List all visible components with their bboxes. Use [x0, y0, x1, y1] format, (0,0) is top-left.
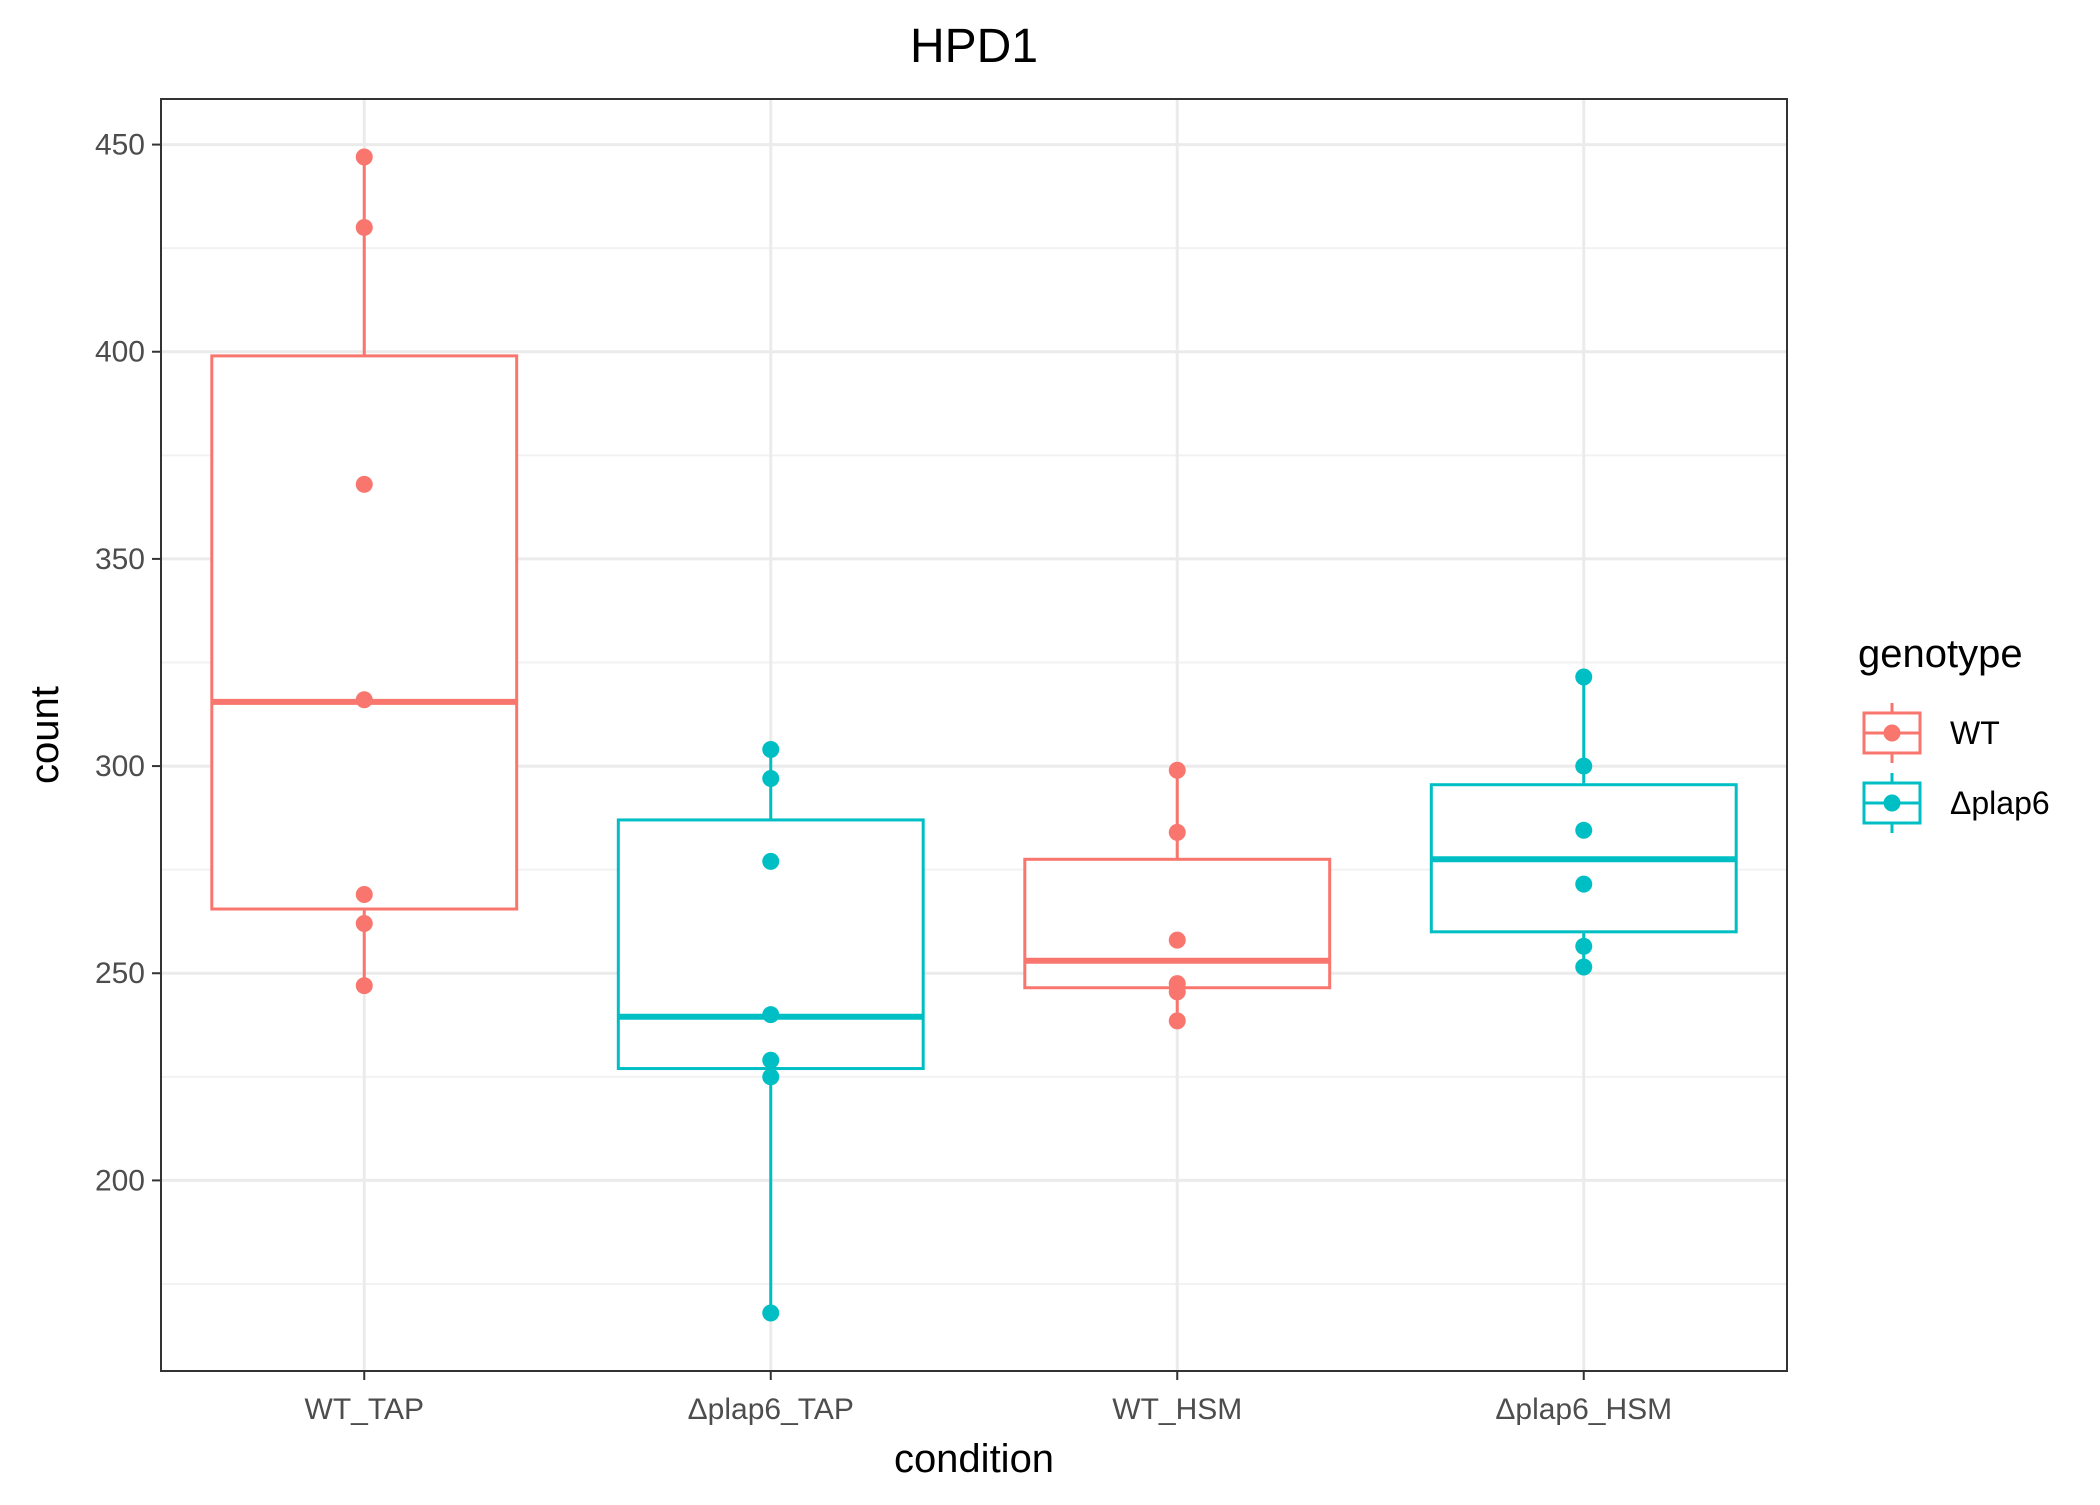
- x-tick-label: Δplap6_HSM: [1495, 1393, 1672, 1426]
- y-tick-label: 200: [95, 1164, 145, 1197]
- data-point: [355, 886, 373, 904]
- box-iqr: [616, 818, 925, 1071]
- y-tick-label: 300: [95, 750, 145, 783]
- data-point: [762, 1006, 780, 1024]
- y-tick-label: 400: [95, 336, 145, 369]
- data-point: [762, 852, 780, 870]
- legend-label: Δplap6: [1950, 785, 2050, 821]
- data-point: [1168, 931, 1186, 949]
- x-tick-label: Δplap6_TAP: [688, 1393, 854, 1426]
- legend-label: WT: [1950, 715, 2000, 751]
- x-axis-title: condition: [894, 1437, 1054, 1481]
- y-axis-title: count: [23, 686, 67, 784]
- y-tick-label: 450: [95, 129, 145, 162]
- boxes: [210, 157, 1738, 1313]
- y-tick-label: 250: [95, 957, 145, 990]
- data-point: [1575, 757, 1593, 775]
- data-point: [1575, 958, 1593, 976]
- data-point: [355, 475, 373, 493]
- legend-title: genotype: [1858, 632, 2023, 676]
- data-point: [762, 1304, 780, 1322]
- data-point: [1575, 668, 1593, 686]
- data-point: [1168, 1012, 1186, 1030]
- legend: genotype WT Δplap6: [1858, 632, 2050, 833]
- data-point: [355, 148, 373, 166]
- plot-panel-border: [160, 98, 1788, 1372]
- data-point: [1575, 937, 1593, 955]
- x-tick-label: WT_HSM: [1112, 1393, 1242, 1426]
- data-point: [1168, 983, 1186, 1001]
- axes: 200 250 300 350 400 450 WT_TAP Δplap6_TAP WT_HSM…: [95, 129, 1672, 1426]
- box-iqr: [210, 354, 519, 911]
- data-point: [762, 1068, 780, 1086]
- data-point: [355, 977, 373, 995]
- legend-key-point: [1883, 794, 1901, 812]
- data-point: [355, 915, 373, 933]
- x-tick-label: WT_TAP: [305, 1393, 424, 1426]
- data-point: [762, 741, 780, 759]
- data-point: [355, 691, 373, 709]
- data-point: [1168, 761, 1186, 779]
- data-point: [1575, 821, 1593, 839]
- data-point: [762, 770, 780, 788]
- data-point: [1575, 875, 1593, 893]
- data-point: [1168, 823, 1186, 841]
- data-point: [355, 218, 373, 236]
- box-iqr: [1023, 857, 1332, 990]
- data-points: [355, 148, 1593, 1322]
- data-point: [762, 1051, 780, 1069]
- chart-title: HPD1: [910, 20, 1038, 73]
- legend-key-point: [1883, 724, 1901, 742]
- y-tick-label: 350: [95, 543, 145, 576]
